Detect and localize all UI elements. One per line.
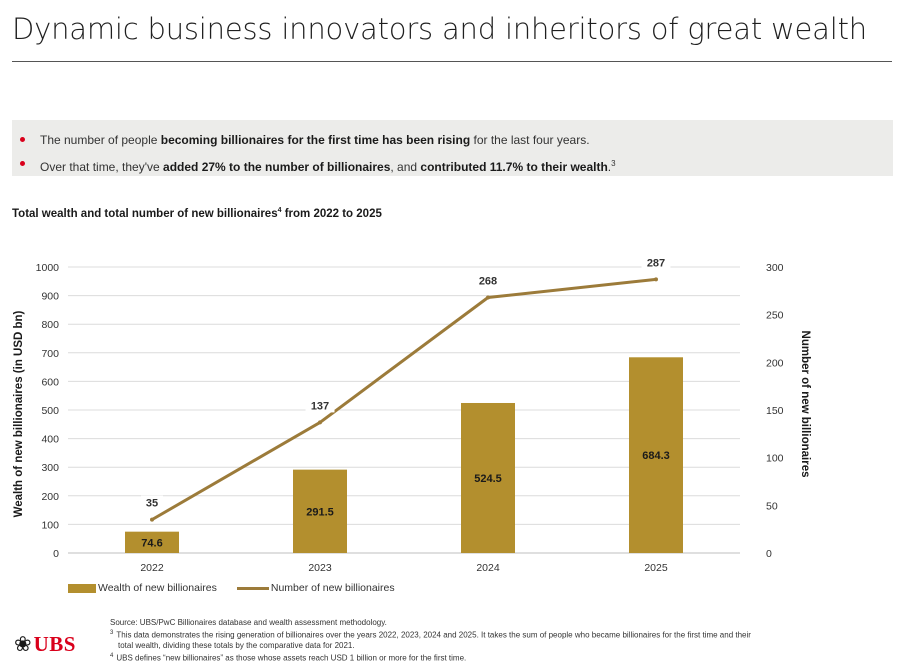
y-right-axis-title: Number of new billionaires bbox=[799, 331, 811, 478]
footnote-number: 4 bbox=[110, 652, 114, 659]
x-tick-label: 2022 bbox=[140, 562, 164, 574]
callout-text: The number of people bbox=[40, 133, 161, 147]
bullet-dot-icon bbox=[20, 137, 25, 142]
bar-2024 bbox=[461, 402, 515, 553]
keys-icon: ❀ bbox=[14, 632, 32, 656]
chart-legend: Wealth of new billionaires Number of new… bbox=[68, 582, 395, 594]
callout-text: for the last four years. bbox=[470, 133, 590, 147]
bar-value-label: 684.3 bbox=[642, 450, 670, 462]
y-left-tick-label: 700 bbox=[41, 348, 59, 360]
line-point-2022 bbox=[150, 517, 154, 522]
footnotes: Source: UBS/PwC Billionaires database an… bbox=[110, 618, 892, 663]
chart-title: Total wealth and total number of new bil… bbox=[12, 207, 382, 220]
y-left-tick-label: 0 bbox=[53, 548, 59, 560]
legend-item-count: Number of new billionaires bbox=[236, 582, 395, 594]
bar-2023 bbox=[293, 469, 347, 553]
line-value-label: 268 bbox=[479, 276, 497, 288]
x-tick-label: 2023 bbox=[308, 562, 332, 574]
callout-text: Over that time, they've bbox=[40, 160, 164, 174]
line-point-2025 bbox=[654, 277, 658, 282]
callout-text: , and bbox=[390, 160, 421, 174]
footnote-3: 3 This data demonstrates the rising gener… bbox=[110, 628, 892, 641]
legend-label: Wealth of new billionaires bbox=[98, 582, 217, 594]
chart-title-text: Total wealth and total number of new bil… bbox=[12, 207, 278, 220]
y-left-axis-title: Wealth of new billionaires (in USD bn) bbox=[13, 310, 25, 517]
ubs-logo: ❀ UBS bbox=[14, 632, 76, 657]
title-divider bbox=[12, 61, 892, 62]
callout-text: . bbox=[607, 160, 612, 174]
y-left-tick-label: 500 bbox=[41, 405, 59, 417]
bar-value-label: 524.5 bbox=[474, 473, 502, 485]
bar-value-label: 74.6 bbox=[141, 537, 162, 549]
page-title: Dynamic business innovators and inherito… bbox=[12, 12, 867, 46]
y-left-tick-label: 100 bbox=[41, 519, 59, 531]
chart-title-suffix: from 2022 to 2025 bbox=[281, 207, 382, 220]
y-right-tick-label: 150 bbox=[766, 405, 784, 417]
footnote-4: 4 UBS defines “new billionaires” as those… bbox=[110, 651, 892, 664]
line-label-bg bbox=[473, 273, 503, 288]
y-right-tick-label: 100 bbox=[766, 453, 784, 465]
footnote-text: total wealth, dividing these totals by t… bbox=[118, 640, 355, 650]
legend-line-swatch bbox=[236, 586, 269, 590]
callout-emphasis: contributed 11.7% to their wealth bbox=[420, 160, 608, 174]
footnote-ref: 4 bbox=[277, 207, 282, 214]
y-left-tick-label: 1000 bbox=[36, 262, 60, 274]
y-left-tick-label: 800 bbox=[41, 319, 59, 331]
y-right-tick-label: 300 bbox=[766, 262, 784, 274]
line-value-label: 35 bbox=[146, 498, 158, 510]
bar-value-label: 291.5 bbox=[306, 506, 334, 518]
y-left-tick-label: 600 bbox=[41, 376, 59, 388]
key-findings-callout: The number of people becoming billionair… bbox=[12, 120, 893, 176]
callout-bullet-2: Over that time, they've added 27% to the… bbox=[20, 152, 893, 179]
y-right-tick-label: 250 bbox=[766, 310, 784, 322]
footnote-ref: 3 bbox=[611, 159, 616, 168]
bullet-dot-icon bbox=[20, 161, 25, 166]
line-value-label: 287 bbox=[647, 257, 665, 269]
footnote-number: 3 bbox=[110, 630, 114, 636]
line-label-bg bbox=[641, 255, 671, 270]
footnote-text: UBS defines “new billionaires” as those … bbox=[116, 653, 467, 663]
y-right-tick-label: 200 bbox=[766, 357, 784, 369]
line-label-bg bbox=[141, 495, 163, 510]
legend-label: Number of new billionaires bbox=[270, 582, 395, 594]
x-tick-label: 2025 bbox=[644, 562, 668, 574]
line-number-of-new-billionaires bbox=[151, 277, 657, 521]
bar-2025 bbox=[629, 357, 683, 553]
source-note: Source: UBS/PwC Billionaires database an… bbox=[110, 618, 387, 627]
bar-2022 bbox=[125, 531, 179, 553]
y-right-tick-label: 50 bbox=[766, 500, 778, 512]
line-label-bg bbox=[305, 398, 335, 413]
y-right-tick-label: 0 bbox=[766, 548, 772, 560]
callout-emphasis: becoming billionaires for the first time… bbox=[160, 133, 471, 147]
legend-bar-swatch bbox=[68, 583, 96, 593]
line-point-2024 bbox=[486, 295, 490, 300]
line-value-label: 137 bbox=[311, 400, 329, 412]
y-left-tick-label: 900 bbox=[41, 291, 59, 303]
y-left-tick-label: 300 bbox=[41, 462, 59, 474]
legend-item-wealth: Wealth of new billionaires bbox=[68, 582, 217, 594]
x-tick-label: 2024 bbox=[476, 562, 500, 574]
line-point-2023 bbox=[318, 420, 322, 425]
callout-bullet-1: The number of people becoming billionair… bbox=[20, 128, 893, 152]
y-left-tick-label: 200 bbox=[41, 491, 59, 503]
logo-text: UBS bbox=[33, 632, 76, 656]
callout-emphasis: added 27% to the number of billionaires bbox=[163, 160, 391, 174]
y-left-tick-label: 400 bbox=[41, 434, 59, 446]
footnote-text: This data demonstrates the rising genera… bbox=[116, 630, 751, 640]
